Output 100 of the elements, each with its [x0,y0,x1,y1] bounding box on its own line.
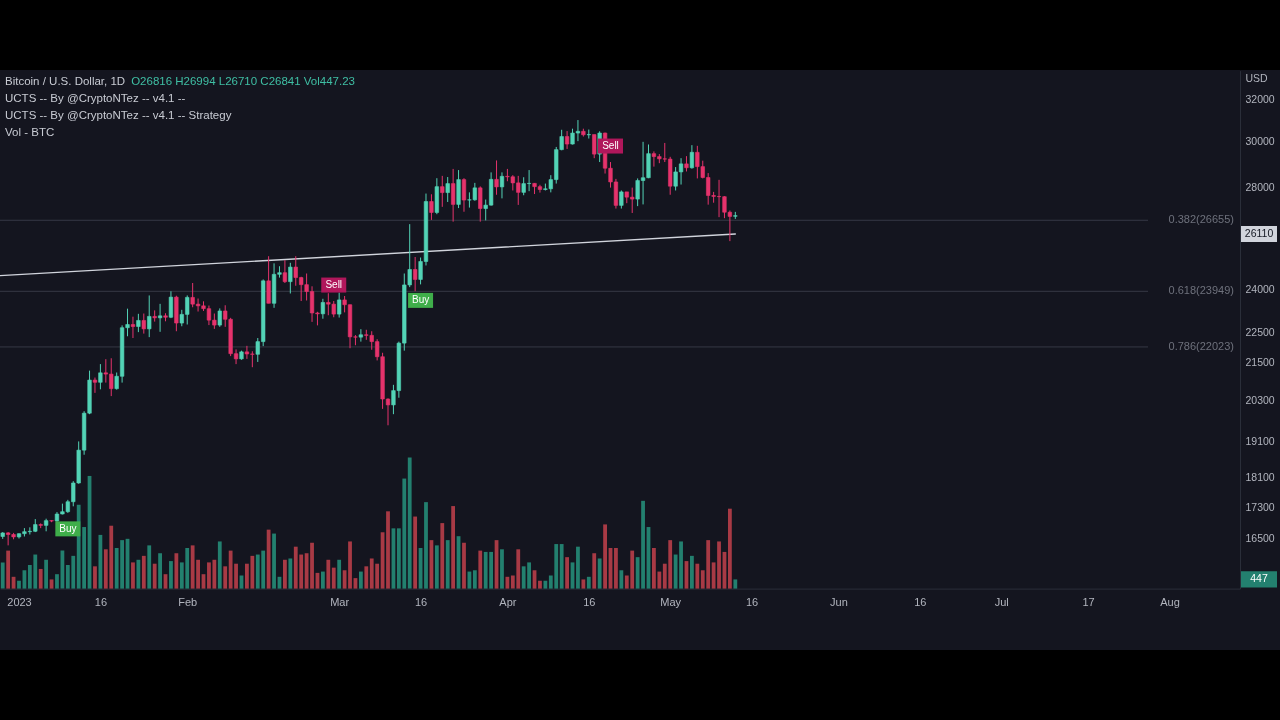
bar [169,561,173,589]
bar [690,555,694,589]
bar [565,557,569,589]
candlestick [266,255,271,304]
x-tick-label: Jun [830,596,848,609]
candlestick [98,363,103,390]
candlestick [147,294,152,338]
bar [98,534,103,589]
bar [619,570,624,589]
candlestick [217,307,222,328]
y-tick-label: 20300 [1245,394,1275,407]
bar [17,580,21,589]
bar [586,576,591,589]
bar [424,502,428,589]
y-tick-label: 21500 [1245,356,1275,369]
ref-line-label: 0.786(22023) [1168,339,1234,352]
bar [538,580,542,589]
bar [152,563,157,589]
x-tick-label: Mar [330,596,350,609]
candlestick [429,193,434,221]
bar [0,562,5,589]
chart-title: Bitcoin / U.S. Dollar, 1D [5,75,126,87]
candlestick [564,130,570,150]
bar [6,550,11,589]
candlestick [168,290,174,319]
annotation: UCTS -- By @CryptoNTez -- v4.1 -- [5,92,186,104]
bar [141,555,146,589]
bar [733,579,738,589]
bar [131,562,135,589]
candlestick [152,309,157,323]
bar [55,574,59,589]
y-tick-label: 17300 [1245,500,1275,513]
bar [505,576,510,589]
bar [331,567,336,589]
annotation: 26110 [1244,226,1274,239]
x-tick-label: Apr [499,596,517,609]
x-tick-label: 17 [1082,596,1095,609]
candlestick [689,144,694,170]
candlestick [478,185,483,223]
bar [695,563,700,589]
bar [445,540,450,589]
bar [320,571,325,589]
x-tick-label: 16 [583,596,596,609]
y-tick-label: 16500 [1245,532,1275,544]
y-tick-label: 28000 [1245,181,1275,194]
bar [472,570,477,589]
candlestick [461,177,467,213]
candlestick [440,175,445,208]
candlestick [445,176,450,203]
candlestick [92,377,98,394]
bar [223,566,228,589]
candlestick [499,171,505,199]
y-tick-label: 18100 [1245,470,1275,483]
bar [434,545,439,589]
annotation: UCTS -- By @CryptoNTez -- v4.1 -- Strategy [5,109,232,121]
chart-title: Vol - BTC [5,126,55,138]
bar [413,516,418,589]
bar [386,511,390,589]
bar [136,559,141,589]
chart-subtitle: O26816 H26994 L26710 C26841 Vol447.23 [131,75,355,87]
bar [283,559,287,589]
candlestick [141,313,146,335]
candlestick [619,189,624,210]
x-tick-label: 16 [914,596,927,609]
candlestick [592,134,597,159]
bar [462,542,466,589]
x-tick-label: 16 [94,596,108,609]
x-tick-label: Feb [178,596,198,609]
y-tick-label: 24000 [1245,283,1275,296]
bar [217,541,222,589]
bar [93,566,97,589]
candlestick [282,259,287,284]
bar [266,529,271,589]
bar [543,580,548,589]
x-tick-label: 16 [745,596,759,609]
candlestick [157,303,163,333]
bar [174,553,179,589]
bar [581,579,586,589]
bar [288,558,293,589]
bar [597,558,602,589]
annotation: Buy [59,522,77,534]
y-axis-title: USD [1245,72,1269,85]
x-tick-label: 16 [414,596,428,609]
candlestick [320,298,325,320]
bar [500,549,504,589]
bar [358,571,363,589]
bar [592,553,597,589]
bar [147,545,152,589]
bar [576,546,580,589]
x-tick-label: May [660,596,682,609]
candlestick [288,262,293,294]
bar [603,524,607,589]
bar [440,523,445,589]
candlestick [413,256,418,292]
candlestick [451,168,456,223]
bar [364,566,369,589]
bar [272,533,276,589]
candlestick [130,316,136,339]
bar [337,559,342,589]
bar [478,550,483,589]
